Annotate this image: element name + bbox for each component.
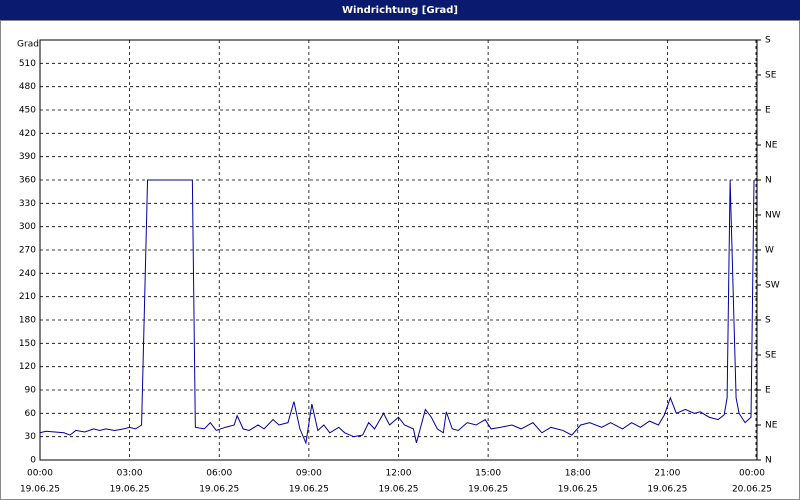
y-tick-label: 0 xyxy=(30,456,36,466)
y2-tick-label: NE xyxy=(765,141,778,151)
y-tick-label: 270 xyxy=(19,246,36,256)
chart-title: Windrichtung [Grad] xyxy=(342,5,458,16)
y2-tick-label: SE xyxy=(765,71,777,81)
y-tick-label: 180 xyxy=(19,316,36,326)
x-tick-date: 19.06.25 xyxy=(110,485,150,495)
x-tick-label: 15:00 xyxy=(475,469,501,479)
y-tick-label: 330 xyxy=(19,199,36,209)
y-tick-label: 120 xyxy=(19,362,36,372)
y-tick-label: 30 xyxy=(25,432,37,442)
y-tick-label: 150 xyxy=(19,339,36,349)
y-tick-label: 240 xyxy=(19,269,36,279)
y-tick-label: 390 xyxy=(19,152,36,162)
window-border xyxy=(0,20,800,500)
x-tick-date: 19.06.25 xyxy=(647,485,687,495)
y-tick-label: 90 xyxy=(25,386,37,396)
x-tick-label: 06:00 xyxy=(206,469,232,479)
y2-tick-label: NE xyxy=(765,421,778,431)
y2-tick-label: S xyxy=(765,316,771,326)
y2-tick-label: E xyxy=(765,106,771,116)
y-tick-label: 420 xyxy=(19,129,36,139)
x-tick-date: 19.06.25 xyxy=(289,485,329,495)
x-tick-date: 19.06.25 xyxy=(20,485,60,495)
y-tick-label: 60 xyxy=(25,409,37,419)
y2-tick-label: SW xyxy=(765,281,780,291)
y2-tick-label: N xyxy=(765,176,772,186)
x-tick-label: 21:00 xyxy=(654,469,680,479)
y-tick-label: 450 xyxy=(19,106,36,116)
title-bar xyxy=(0,0,800,20)
y2-tick-label: SE xyxy=(765,351,777,361)
y-tick-label: 510 xyxy=(19,59,36,69)
y2-tick-label: E xyxy=(765,386,771,396)
x-tick-label: 00:00 xyxy=(27,469,53,479)
x-tick-label: 09:00 xyxy=(296,469,322,479)
x-tick-date: 20.06.25 xyxy=(732,485,772,495)
y-axis-label: Grad xyxy=(17,40,39,50)
x-tick-date: 19.06.25 xyxy=(558,485,598,495)
y2-tick-label: S xyxy=(765,36,771,46)
x-tick-date: 19.06.25 xyxy=(199,485,239,495)
x-tick-label: 03:00 xyxy=(117,469,143,479)
x-tick-date: 19.06.25 xyxy=(468,485,508,495)
y2-tick-label: NW xyxy=(765,211,781,221)
x-tick-label: 12:00 xyxy=(386,469,412,479)
y-tick-label: 210 xyxy=(19,292,36,302)
y2-tick-label: N xyxy=(765,456,772,466)
y-tick-label: 480 xyxy=(19,82,36,92)
y-tick-label: 300 xyxy=(19,222,36,232)
x-tick-label: 00:00 xyxy=(739,469,765,479)
y2-tick-label: W xyxy=(765,246,774,256)
y-tick-label: 360 xyxy=(19,176,36,186)
x-tick-label: 18:00 xyxy=(565,469,591,479)
x-tick-date: 19.06.25 xyxy=(378,485,418,495)
data-line xyxy=(39,179,755,445)
